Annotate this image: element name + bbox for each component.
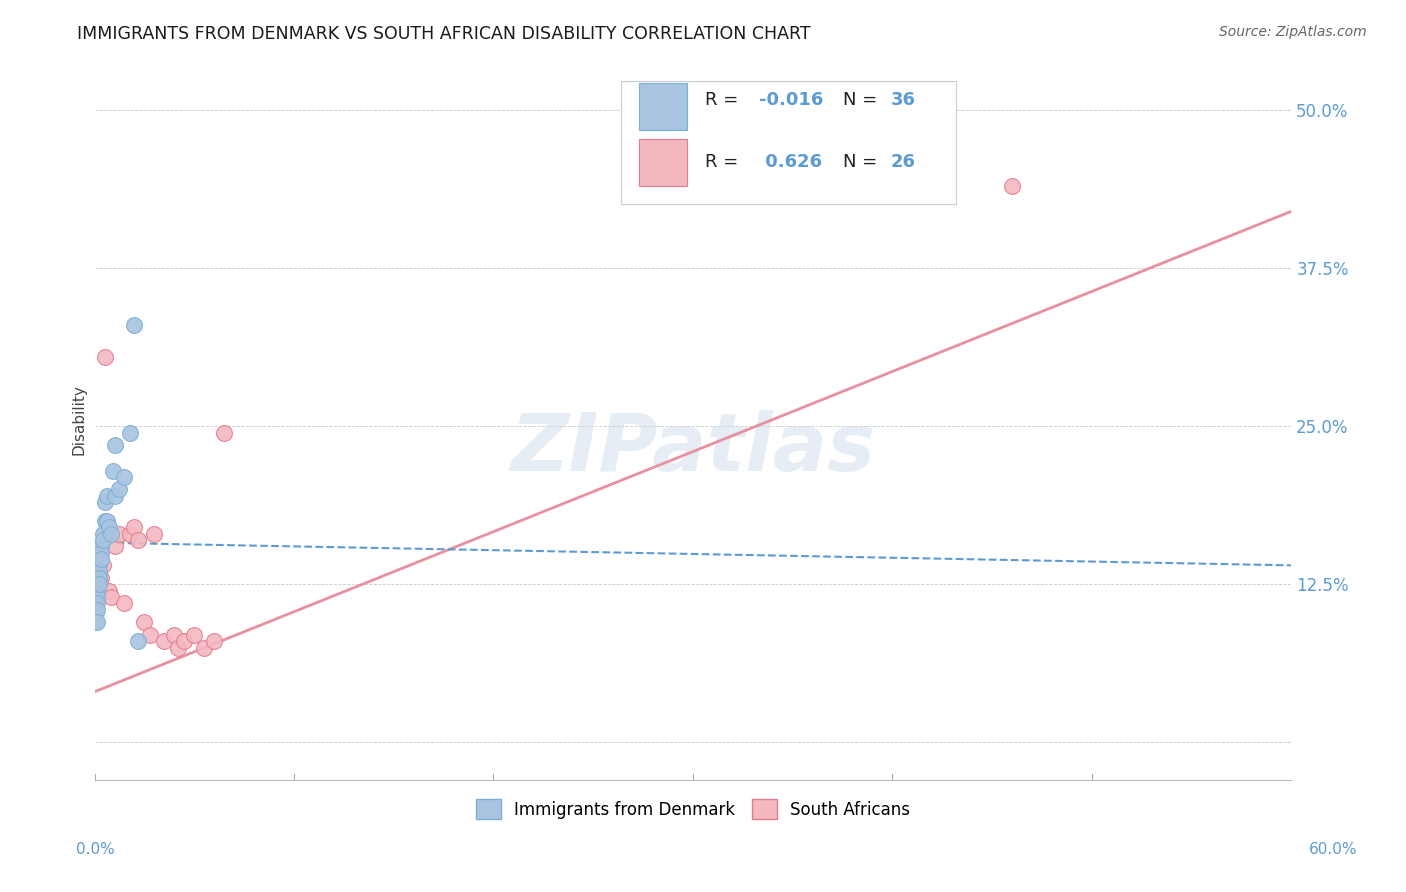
- Point: [86, 571, 108, 585]
- Point: [83, 615, 105, 630]
- Text: 0.0%: 0.0%: [76, 842, 115, 856]
- Point: [101, 463, 124, 477]
- Bar: [640, 139, 688, 186]
- Point: [96, 489, 118, 503]
- Bar: [621, 81, 956, 203]
- Point: [120, 425, 142, 440]
- Point: [124, 520, 146, 534]
- Point: [93, 350, 115, 364]
- Point: [173, 634, 195, 648]
- Point: [103, 438, 125, 452]
- Point: [83, 590, 105, 604]
- Point: [90, 540, 112, 554]
- Text: R =: R =: [704, 91, 744, 109]
- Point: [91, 533, 114, 547]
- Point: [143, 526, 166, 541]
- Point: [103, 489, 125, 503]
- Point: [107, 526, 129, 541]
- Point: [83, 596, 105, 610]
- Y-axis label: Disability: Disability: [72, 384, 86, 456]
- Point: [153, 634, 176, 648]
- Text: 26: 26: [890, 153, 915, 171]
- Point: [103, 540, 125, 554]
- Point: [97, 583, 120, 598]
- Point: [87, 577, 110, 591]
- Point: [127, 533, 149, 547]
- Point: [87, 571, 110, 585]
- Point: [139, 628, 162, 642]
- Point: [202, 634, 225, 648]
- Text: 0.626: 0.626: [759, 153, 823, 171]
- Point: [83, 583, 105, 598]
- Point: [97, 520, 120, 534]
- Point: [124, 318, 146, 332]
- Point: [90, 546, 112, 560]
- Point: [91, 526, 114, 541]
- Point: [86, 583, 108, 598]
- Point: [87, 552, 110, 566]
- Point: [163, 628, 186, 642]
- Text: ZIPatlas: ZIPatlas: [510, 409, 876, 488]
- Point: [83, 577, 105, 591]
- Point: [83, 602, 105, 616]
- Point: [167, 640, 190, 655]
- Point: [87, 565, 110, 579]
- Text: -0.016: -0.016: [759, 91, 823, 109]
- Point: [114, 470, 136, 484]
- Point: [193, 640, 215, 655]
- Point: [107, 483, 129, 497]
- Point: [120, 526, 142, 541]
- Legend: Immigrants from Denmark, South Africans: Immigrants from Denmark, South Africans: [470, 792, 917, 826]
- Point: [86, 615, 108, 630]
- Point: [83, 571, 105, 585]
- Point: [87, 558, 110, 573]
- Point: [86, 602, 108, 616]
- Point: [1001, 179, 1024, 194]
- Point: [183, 628, 205, 642]
- Point: [93, 495, 115, 509]
- Point: [212, 425, 235, 440]
- Point: [86, 590, 108, 604]
- Point: [91, 558, 114, 573]
- Text: N =: N =: [842, 91, 883, 109]
- Text: 60.0%: 60.0%: [1309, 842, 1357, 856]
- Text: N =: N =: [842, 153, 883, 171]
- Point: [134, 615, 156, 630]
- Point: [86, 565, 108, 579]
- Point: [100, 526, 122, 541]
- Point: [86, 577, 108, 591]
- Bar: [640, 83, 688, 130]
- Text: R =: R =: [704, 153, 744, 171]
- Point: [96, 514, 118, 528]
- Point: [90, 571, 112, 585]
- Point: [127, 634, 149, 648]
- Point: [93, 514, 115, 528]
- Point: [114, 596, 136, 610]
- Point: [100, 590, 122, 604]
- Text: 36: 36: [890, 91, 915, 109]
- Point: [90, 552, 112, 566]
- Point: [86, 596, 108, 610]
- Text: IMMIGRANTS FROM DENMARK VS SOUTH AFRICAN DISABILITY CORRELATION CHART: IMMIGRANTS FROM DENMARK VS SOUTH AFRICAN…: [77, 25, 811, 43]
- Text: Source: ZipAtlas.com: Source: ZipAtlas.com: [1219, 25, 1367, 39]
